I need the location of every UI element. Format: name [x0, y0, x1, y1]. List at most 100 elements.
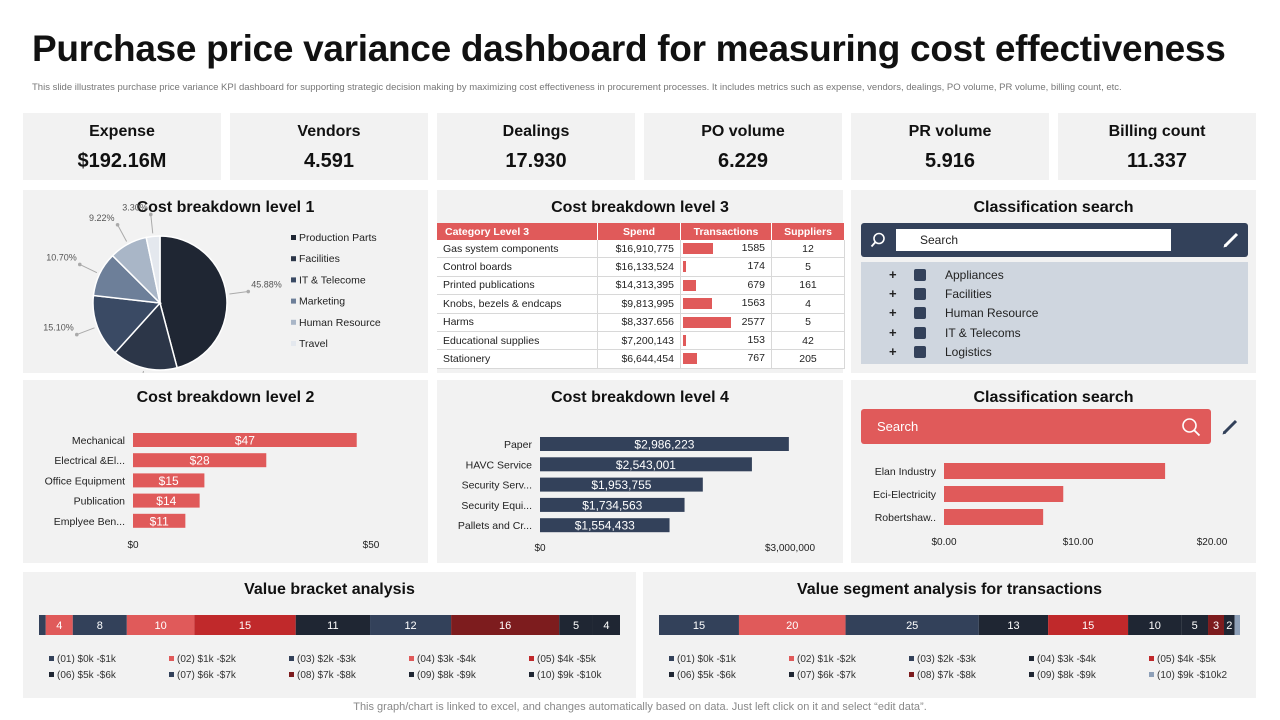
expand-icon[interactable]: +: [889, 344, 897, 359]
bar: [540, 457, 752, 472]
transactions-value: 1585: [741, 242, 765, 254]
kpi-card-expense: Expense $192.16M: [23, 113, 221, 180]
transactions-cell: 174: [680, 257, 772, 277]
legend-swatch: [169, 656, 174, 661]
bar: [944, 509, 1044, 525]
legend-swatch: [49, 672, 54, 677]
segment-label: 11: [327, 620, 338, 632]
legend-label: (03) $2k -$3k: [297, 654, 357, 665]
classification-search-bar[interactable]: Search: [861, 223, 1248, 257]
legend-label: (09) $8k -$9k: [1037, 670, 1097, 681]
kpi-label: Expense: [89, 123, 155, 140]
cost-breakdown-table: Category Level 3 Spend Transactions Supp…: [437, 223, 845, 369]
legend-swatch: [409, 672, 414, 677]
tick-label: $0: [127, 540, 139, 551]
segment-label: 10: [154, 620, 166, 632]
tick-label: $3,000,000: [765, 543, 815, 554]
transactions-bar: [683, 279, 696, 291]
value-segment-chart: 15 20 25 13 15 10 5 3 2 (01) $0k -$1k (02) $1k -$2…: [659, 615, 1240, 681]
expand-icon[interactable]: +: [889, 305, 897, 320]
table-row: Educational supplies $7,200,143 153 42: [437, 331, 845, 351]
search-input[interactable]: Search: [896, 229, 1171, 251]
transactions-value: 679: [747, 278, 765, 291]
panel-title: Classification search: [973, 389, 1134, 406]
kpi-label: Dealings: [502, 123, 570, 140]
legend-swatch: [1149, 672, 1154, 677]
stacked-segment: [978, 615, 1049, 635]
search-input[interactable]: Search: [861, 409, 1211, 444]
category-icon: [914, 327, 926, 339]
table-row: Harms $8,337.656 2577 5: [437, 313, 845, 332]
category-label: Eci-Electricity: [873, 489, 937, 501]
category-label: Electrical &El...: [54, 455, 125, 467]
expand-icon[interactable]: +: [889, 325, 897, 340]
data-label: $11: [150, 514, 169, 528]
segment-label: 8: [97, 620, 103, 632]
segment-label: 13: [1007, 620, 1019, 632]
transactions-cell: 1585: [680, 240, 772, 259]
pie-data-label: 10.70%: [46, 252, 77, 262]
pie-leader-dot: [148, 212, 153, 217]
pie-leader-line: [142, 370, 145, 373]
transactions-bar: [683, 334, 686, 346]
legend-swatch: [1149, 656, 1154, 661]
legend-swatch: [289, 672, 294, 677]
expand-icon[interactable]: +: [889, 286, 897, 301]
transactions-bar: [683, 353, 698, 365]
stacked-segment: [194, 615, 296, 635]
transactions-cell: 679: [680, 276, 772, 296]
spend-cell: $8,337.656: [597, 313, 681, 332]
spend-cell: $6,644,454: [597, 349, 681, 369]
tick-label: $0: [534, 543, 546, 554]
segment-label: 15: [693, 620, 705, 632]
transactions-bar: [683, 298, 713, 310]
pie-leader-line: [117, 224, 128, 242]
panel-title: Cost breakdown level 2: [136, 389, 315, 406]
panel-classification-search-1: Classification search Search + Appliances…: [851, 190, 1256, 373]
pie-slice: [159, 235, 228, 369]
search-icon[interactable]: [870, 232, 886, 248]
data-label: $15: [159, 474, 179, 488]
expand-icon[interactable]: +: [889, 267, 897, 282]
spend-cell: $16,910,775: [597, 240, 681, 259]
category-cell: Printed publications: [437, 276, 598, 296]
legend-label: (02) $1k -$2k: [177, 654, 237, 665]
legend-label: (07) $6k -$7k: [797, 670, 857, 681]
bar: [540, 497, 685, 512]
stacked-segment: [659, 615, 739, 635]
classification-item-label: Appliances: [945, 268, 1004, 282]
legend-label: (10) $9k -$10k: [537, 670, 602, 681]
table-row: Printed publications $14,313,395 679 161: [437, 276, 845, 296]
legend-swatch: [529, 672, 534, 677]
pie-leader-dot: [246, 289, 251, 294]
panel-value-bracket: Value bracket analysis 4 8 10 15 11 12 16 5 4 (01…: [23, 572, 636, 698]
legend-label: Human Resource: [299, 317, 381, 329]
search-placeholder: Search: [877, 419, 919, 434]
kpi-value: 4.591: [303, 150, 355, 172]
stacked-segment: [559, 615, 593, 635]
category-label: Pallets and Cr...: [458, 520, 532, 532]
category-cell: Knobs, bezels & endcaps: [437, 294, 598, 314]
category-cell: Educational supplies: [437, 331, 598, 351]
kpi-card-pr-volume: PR volume 5.916: [851, 113, 1049, 180]
legend-label: Travel: [299, 338, 328, 350]
legend-label: (06) $5k -$6k: [677, 670, 737, 681]
category-label: Robertshaw..: [875, 512, 936, 524]
panel-title: Value bracket analysis: [244, 581, 415, 598]
bar: [133, 493, 200, 508]
search-icon[interactable]: [1181, 417, 1201, 437]
transactions-value: 767: [747, 352, 765, 365]
pencil-icon[interactable]: [1222, 231, 1240, 249]
category-icon: [914, 307, 926, 319]
cost-breakdown-2-chart: Mechanical $47 Electrical &El... $28 Office …: [45, 433, 380, 551]
data-label: $47: [235, 434, 255, 448]
spend-cell: $7,200,143: [597, 331, 681, 351]
kpi-card-po-volume: PO volume 6.229: [644, 113, 842, 180]
classification-item-label: Human Resource: [945, 306, 1039, 320]
pencil-icon[interactable]: [1221, 418, 1239, 436]
segment-label: 10: [1149, 620, 1161, 632]
data-label: $2,986,223: [634, 438, 694, 452]
stacked-segment: [1181, 615, 1209, 635]
suppliers-cell: 161: [771, 276, 845, 296]
kpi-label: Vendors: [297, 123, 361, 140]
